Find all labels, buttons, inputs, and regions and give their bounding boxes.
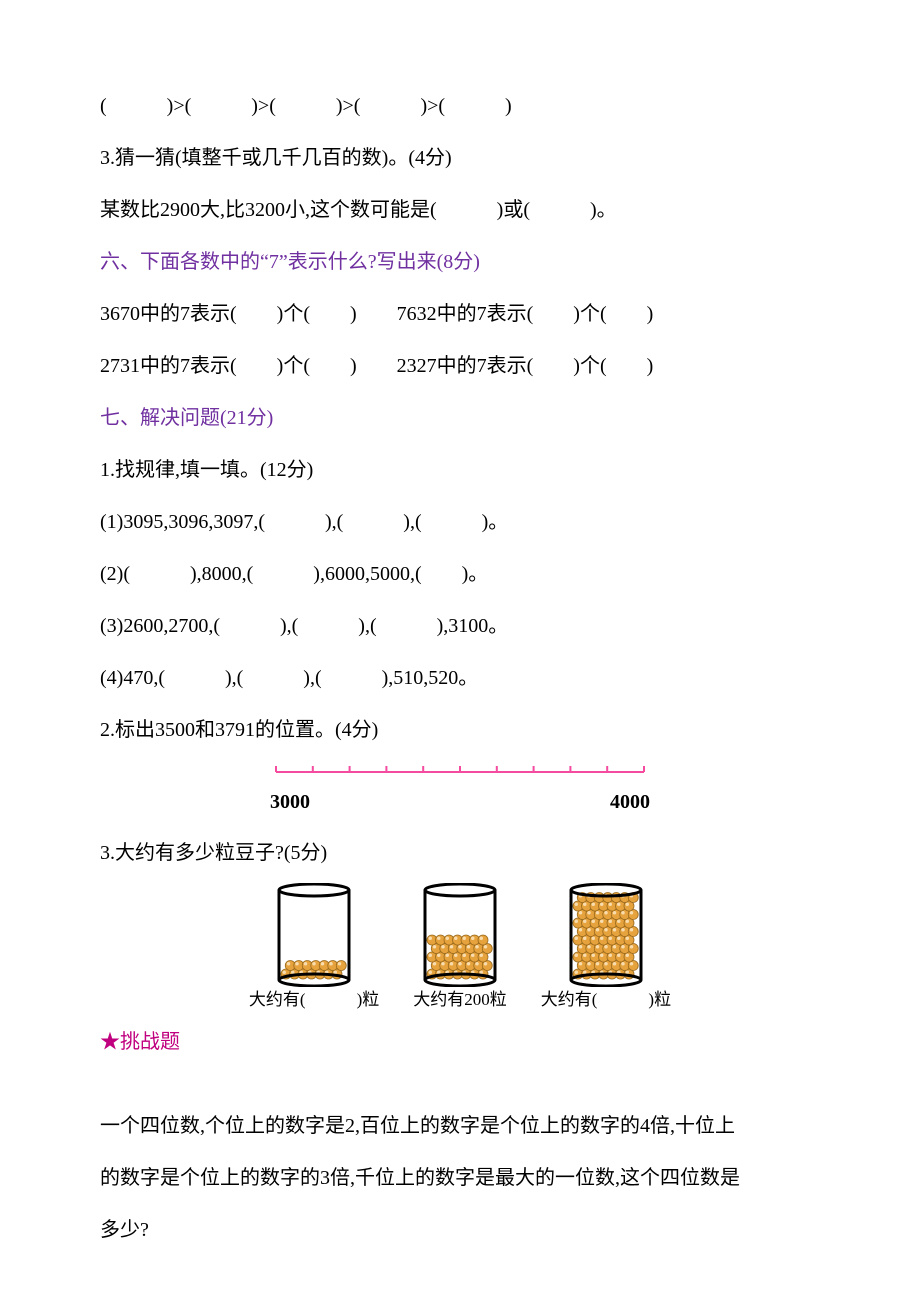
number-line-labels: 3000 4000	[100, 791, 820, 813]
sec7-q1-1: (1)3095,3096,3097,( ),( ),( )。	[100, 496, 820, 548]
number-line-svg	[270, 762, 650, 784]
bean-cup-1-caption: 大约有( )粒	[249, 990, 379, 1009]
challenge-body-2: 的数字是个位上的数字的3倍,千位上的数字是最大的一位数,这个四位数是	[100, 1152, 820, 1204]
sec7-q1-3: (3)2600,2700,( ),( ),( ),3100。	[100, 600, 820, 652]
section-6-row-1: 3670中的7表示( )个( ) 7632中的7表示( )个( )	[100, 288, 820, 340]
bean-cup-3-caption: 大约有( )粒	[541, 990, 671, 1009]
bean-cup-2: 大约有200粒	[413, 883, 507, 1010]
bean-cup-1: 大约有( )粒	[249, 883, 379, 1010]
bean-cup-3: 大约有( )粒	[541, 883, 671, 1010]
number-line-figure	[100, 762, 820, 789]
number-line-left-label: 3000	[270, 791, 310, 813]
sec7-q1-2: (2)( ),8000,( ),6000,5000,( )。	[100, 548, 820, 600]
section-7-heading: 七、解决问题(21分)	[100, 392, 820, 444]
challenge-body-1: 一个四位数,个位上的数字是2,百位上的数字是个位上的数字的4倍,十位上	[100, 1100, 820, 1152]
sec7-q1-4: (4)470,( ),( ),( ),510,520。	[100, 652, 820, 704]
spacer	[100, 1068, 820, 1100]
sec7-q1-title: 1.找规律,填一填。(12分)	[100, 444, 820, 496]
sec7-q3-title: 3.大约有多少粒豆子?(5分)	[100, 827, 820, 879]
sec7-q2-title: 2.标出3500和3791的位置。(4分)	[100, 704, 820, 756]
q3-body: 某数比2900大,比3200小,这个数可能是( )或( )。	[100, 184, 820, 236]
beans-figure: 大约有( )粒 大约有200粒 大约有( )粒	[100, 883, 820, 1010]
bean-cup-3-svg	[569, 883, 643, 987]
challenge-body-3: 多少?	[100, 1204, 820, 1256]
rank-blanks-line: ( )>( )>( )>( )>( )	[100, 80, 820, 132]
number-line-right-label: 4000	[610, 791, 650, 813]
bean-cup-2-svg	[423, 883, 497, 987]
bean-cup-1-svg	[277, 883, 351, 987]
bean-cup-2-caption: 大约有200粒	[413, 990, 507, 1009]
section-6-row-2: 2731中的7表示( )个( ) 2327中的7表示( )个( )	[100, 340, 820, 392]
challenge-heading: ★挑战题	[100, 1016, 820, 1068]
q3-title: 3.猜一猜(填整千或几千几百的数)。(4分)	[100, 132, 820, 184]
section-6-heading: 六、下面各数中的“7”表示什么?写出来(8分)	[100, 236, 820, 288]
